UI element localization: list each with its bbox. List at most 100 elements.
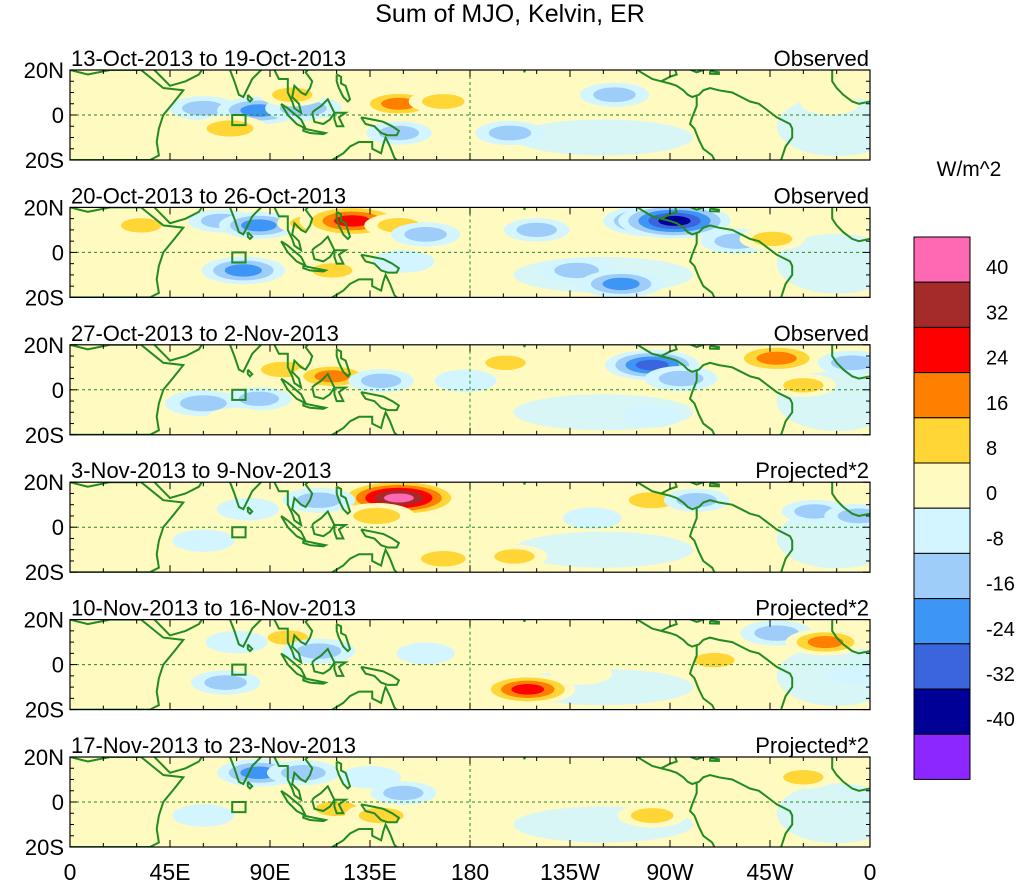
anomaly-contour <box>676 493 717 508</box>
panel-date-range: 20-Oct-2013 to 26-Oct-2013 <box>71 183 346 208</box>
anomaly-contour <box>821 209 870 233</box>
anomaly-contour <box>756 351 797 365</box>
coastline <box>688 781 716 847</box>
panel-label: Projected*2 <box>755 596 869 621</box>
colorbar-swatch <box>913 462 971 509</box>
coastline <box>246 781 254 790</box>
colorbar-label: -24 <box>986 619 1015 641</box>
y-tick-label: 0 <box>52 515 64 540</box>
coastline <box>228 757 263 786</box>
colorbar-swatch <box>913 643 971 690</box>
colorbar-swatch <box>913 598 971 645</box>
coastline <box>360 803 401 824</box>
anomaly-contour <box>661 90 724 113</box>
y-tick-label: 20N <box>24 470 64 495</box>
coastline <box>831 344 870 380</box>
coastline <box>329 547 399 573</box>
reference-box <box>231 801 247 814</box>
anomaly-contour <box>205 630 268 654</box>
anomaly-contour <box>129 642 189 665</box>
anomaly-contour <box>518 90 577 113</box>
coastline <box>302 127 329 136</box>
panel-date-range: 3-Nov-2013 to 9-Nov-2013 <box>71 458 331 483</box>
coastline <box>246 368 254 378</box>
coastline <box>709 70 720 76</box>
coastline <box>153 757 204 774</box>
anomaly-contour <box>550 662 613 685</box>
anomaly-contour <box>85 502 144 525</box>
anomaly-contour <box>705 130 768 154</box>
x-tick-label: 135E <box>343 859 397 885</box>
colorbar-label: -40 <box>986 709 1015 731</box>
anomaly-contour <box>333 215 371 227</box>
anomaly-contour <box>172 804 235 827</box>
colorbar-label: -8 <box>986 528 1004 550</box>
anomaly-contour <box>353 507 401 524</box>
colorbar-label: 16 <box>986 393 1008 415</box>
anomaly-contour <box>837 508 870 524</box>
x-axis: 0 45E 90E 135E 180 135W 90W 45W 0 <box>64 859 877 885</box>
y-tick-label: 20S <box>25 835 64 860</box>
coastline <box>153 207 204 225</box>
coastline <box>360 116 401 137</box>
panel-5: 10-Nov-2013 to 16-Nov-2013 Projected*2 20N… <box>24 596 871 723</box>
colorbar-swatch <box>913 552 971 600</box>
colorbar-swatch <box>913 688 971 735</box>
panel-label: Observed <box>774 321 869 346</box>
coastline <box>688 344 707 349</box>
coastline <box>335 348 352 378</box>
coastline <box>228 207 263 236</box>
coastline <box>228 70 263 99</box>
anomaly-contour <box>816 757 870 780</box>
coastline <box>302 814 329 823</box>
colorbar-swatch <box>913 733 971 780</box>
coastline <box>709 619 720 625</box>
anomaly-band <box>776 645 870 706</box>
anomaly-contour <box>107 782 166 804</box>
anomaly-band <box>776 783 870 844</box>
coastline <box>329 134 399 160</box>
reference-box <box>231 114 247 127</box>
coastline <box>153 344 204 362</box>
coastline <box>523 619 527 623</box>
coastline <box>709 482 720 488</box>
coastline <box>688 369 716 435</box>
coastline <box>246 94 254 103</box>
coastline <box>329 409 399 435</box>
anomaly-contour <box>224 264 262 277</box>
anomaly-contour <box>422 94 465 109</box>
anomaly-contour <box>372 250 435 273</box>
coastline <box>688 94 716 160</box>
coastline <box>302 264 329 273</box>
anomaly-contour <box>627 763 690 787</box>
coastline <box>360 665 401 686</box>
colorbar-label: 24 <box>986 348 1008 370</box>
y-tick-label: 20S <box>25 148 64 173</box>
anomaly-contour <box>694 652 735 668</box>
coastline <box>311 235 336 263</box>
anomaly-band <box>513 119 694 156</box>
coastline <box>70 70 186 160</box>
coastline <box>523 207 527 210</box>
anomaly-contour <box>602 277 640 291</box>
coastline <box>273 207 314 253</box>
anomaly-contour <box>827 662 870 685</box>
reference-box <box>231 663 247 676</box>
anomaly-contour <box>551 759 611 782</box>
coastline <box>311 509 336 538</box>
coastline <box>688 619 707 623</box>
coastline <box>273 619 314 665</box>
coastline <box>335 211 352 241</box>
colorbar-label: 0 <box>986 483 997 505</box>
anomaly-band <box>513 531 694 568</box>
anomaly-contour <box>360 373 402 388</box>
anomaly-contour <box>628 492 676 509</box>
coastline <box>660 344 678 357</box>
colorbar-swatch <box>913 507 971 554</box>
coastline <box>660 757 678 770</box>
panel-date-range: 13-Oct-2013 to 19-Oct-2013 <box>71 46 346 71</box>
coastline <box>153 619 204 637</box>
coastline <box>333 798 349 815</box>
coastline <box>311 647 336 675</box>
